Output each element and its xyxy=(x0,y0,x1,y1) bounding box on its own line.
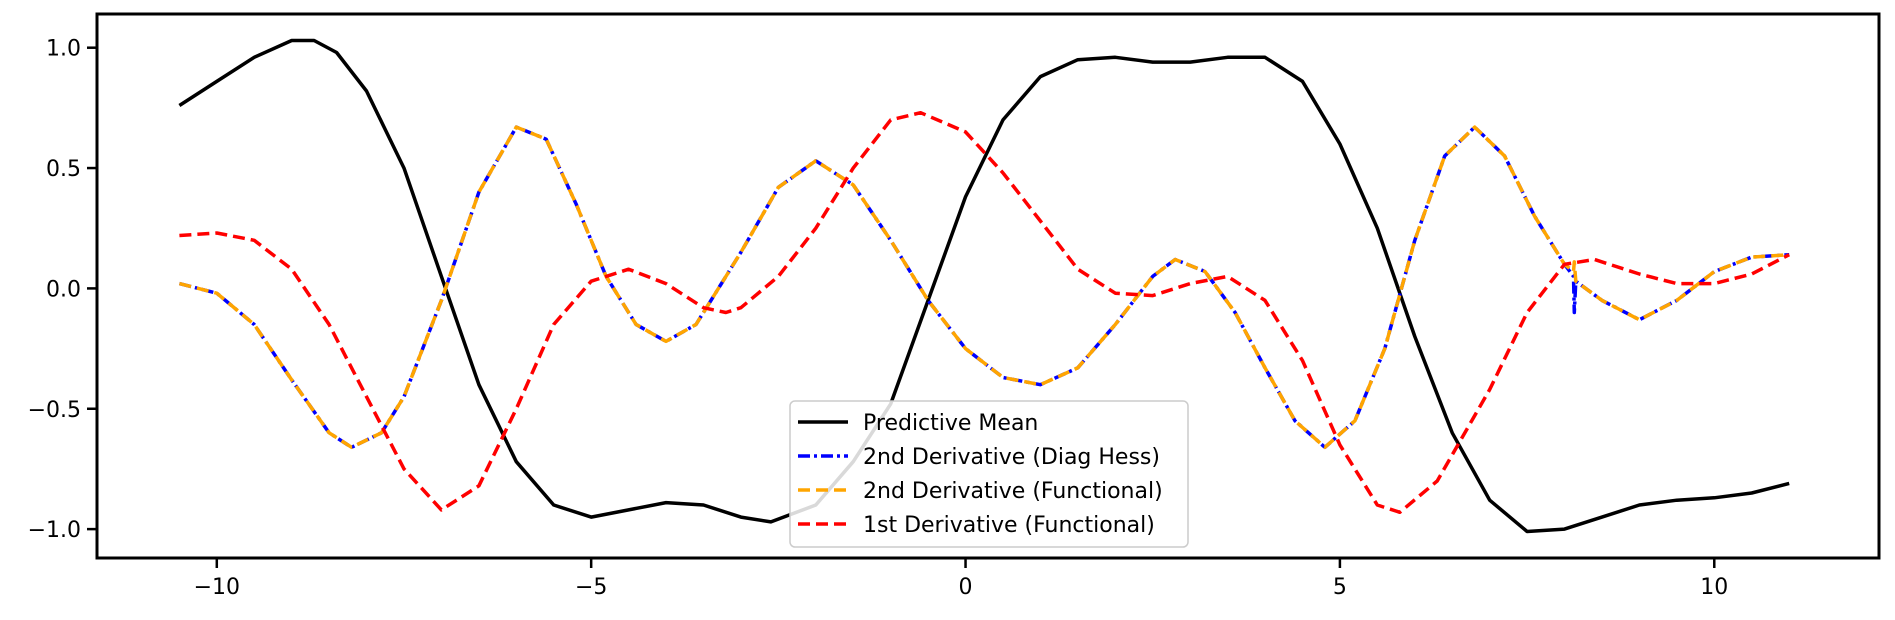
x-tick-label: −10 xyxy=(194,575,240,600)
legend-label-predictive-mean: Predictive Mean xyxy=(863,411,1038,436)
legend-label-2nd-derivative-functional: 2nd Derivative (Functional) xyxy=(863,479,1163,504)
series-line-predictive-mean xyxy=(178,38,1790,534)
y-tick-label: 1.0 xyxy=(46,37,81,62)
x-tick-label: 10 xyxy=(1700,575,1728,600)
x-tick-label: 5 xyxy=(1333,575,1347,600)
legend-box xyxy=(789,400,1189,548)
axis-layer: −10 −5 0 5 10 −1.0 −0.5 0.0 0.5 1.0 xyxy=(28,37,1729,600)
x-tick-label: −5 xyxy=(575,575,607,600)
y-tick-label: 0.5 xyxy=(46,157,81,182)
legend-label-1st-derivative-functional: 1st Derivative (Functional) xyxy=(863,513,1155,538)
legend-label-2nd-derivative-diag-hess: 2nd Derivative (Diag Hess) xyxy=(863,445,1160,470)
legend: Predictive Mean 2nd Derivative (Diag Hess… xyxy=(789,400,1189,548)
x-tick-label: 0 xyxy=(959,575,973,600)
y-tick-label: 0.0 xyxy=(46,277,81,302)
series-line-1st-derivative-functional xyxy=(179,110,1791,515)
y-tick-label: −0.5 xyxy=(28,398,81,423)
series-line-2nd-derivative-functional xyxy=(178,125,1790,450)
series-layer xyxy=(178,38,1791,534)
y-tick-label: −1.0 xyxy=(28,518,81,543)
plot-frame xyxy=(95,12,1881,560)
series-line-2nd-derivative-diag-hess xyxy=(178,125,1790,450)
